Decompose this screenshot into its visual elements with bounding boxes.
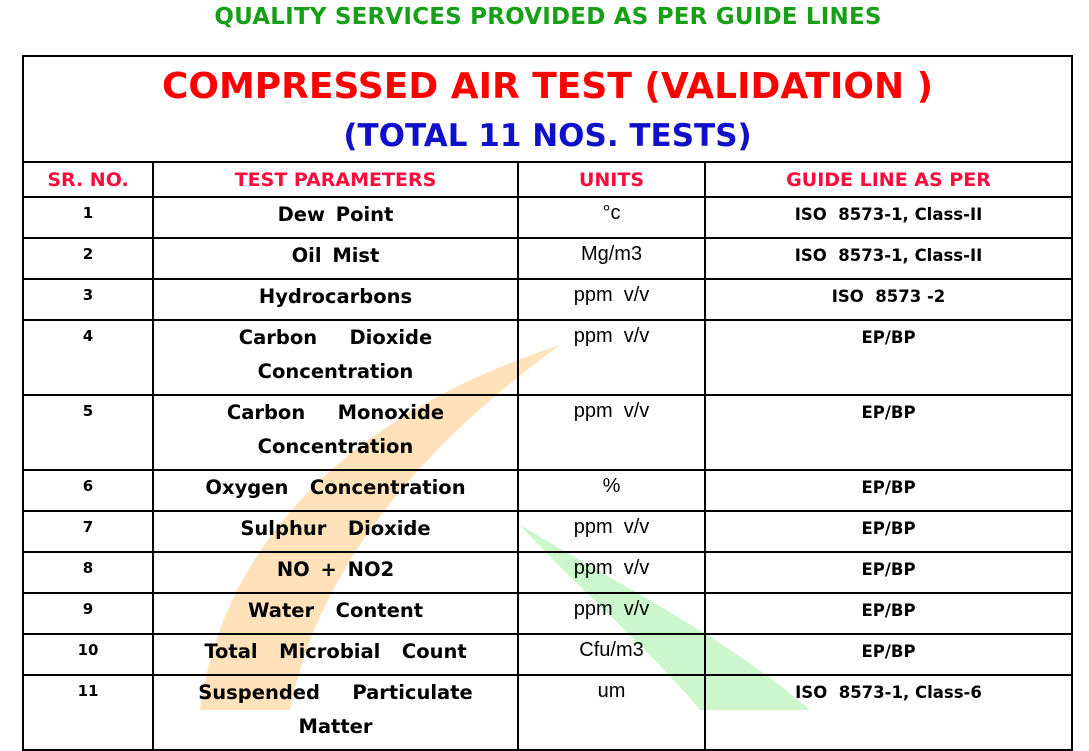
- units-cell: ppm v/v: [517, 278, 706, 321]
- units-cell: ppm v/v: [517, 551, 706, 594]
- sr-no-cell: 8: [22, 551, 154, 594]
- title-cell: COMPRESSED AIR TEST (VALIDATION ) (TOTAL…: [21, 55, 1074, 163]
- guide-line-cell: EP/BP: [703, 551, 1074, 594]
- units-cell: ppm v/v: [517, 319, 706, 396]
- test-parameter-cell: Carbon Dioxide Concentration: [152, 319, 519, 396]
- test-parameter-cell: Suspended Particulate Matter: [152, 674, 519, 751]
- sr-no-cell: 9: [22, 592, 154, 635]
- sr-no-cell: 11: [22, 674, 154, 751]
- test-parameter-cell: Dew Point: [152, 196, 519, 239]
- guide-line-cell: EP/BP: [703, 319, 1074, 396]
- table-row: 5 Carbon Monoxide Concentration ppm v/v EP/B…: [22, 394, 1074, 471]
- units-cell: ppm v/v: [517, 394, 706, 471]
- table-row: 7 Sulphur Dioxide ppm v/v EP/BP: [22, 510, 1074, 553]
- test-parameter-line: Carbon Monoxide: [226, 401, 445, 424]
- table-row: 10 Total Microbial Count Cfu/m3 EP/BP: [22, 633, 1074, 676]
- test-parameter-cell: Oil Mist: [152, 237, 519, 280]
- test-parameter-cell: Sulphur Dioxide: [152, 510, 519, 553]
- table-row: 9 Water Content ppm v/v EP/BP: [22, 592, 1074, 635]
- test-parameter-line: Oil Mist: [291, 244, 380, 267]
- guide-line-cell: EP/BP: [703, 633, 1074, 676]
- sr-no-cell: 6: [22, 469, 154, 512]
- test-parameter-cell: Water Content: [152, 592, 519, 635]
- guide-line-cell: EP/BP: [703, 394, 1074, 471]
- test-parameter-line: Water Content: [247, 599, 424, 622]
- test-parameter-line: Suspended Particulate: [198, 681, 473, 704]
- sr-no-cell: 3: [22, 278, 154, 321]
- sr-no-cell: 1: [22, 196, 154, 239]
- table-row: 8 NO + NO2 ppm v/v EP/BP: [22, 551, 1074, 594]
- table-row: 6 Oxygen Concentration% EP/BP: [22, 469, 1074, 512]
- guide-line-cell: EP/BP: [703, 592, 1074, 635]
- test-parameter-cell: Hydrocarbons: [152, 278, 519, 321]
- units-cell: ppm v/v: [517, 592, 706, 635]
- table-row: 1 Dew Point °c ISO 8573-1, Class-II: [22, 196, 1074, 239]
- guide-line-cell: ISO 8573-1, Class-II: [703, 237, 1074, 280]
- guide-line-cell: EP/BP: [703, 510, 1074, 553]
- sr-no-cell: 5: [22, 394, 154, 471]
- column-header-sr-no: SR. NO.: [22, 161, 154, 198]
- units-cell: Cfu/m3: [517, 633, 706, 676]
- table-row: 11 Suspended Particulate Matter um ISO 8573-…: [22, 674, 1074, 751]
- test-parameter-line: Matter: [298, 715, 373, 738]
- guide-line-cell: ISO 8573-1, Class-II: [703, 196, 1074, 239]
- test-parameter-cell: Carbon Monoxide Concentration: [152, 394, 519, 471]
- test-parameter-line: Hydrocarbons: [258, 285, 413, 308]
- test-parameter-line: NO + NO2: [276, 558, 395, 581]
- guide-line-cell: ISO 8573 -2: [703, 278, 1074, 321]
- test-parameter-line: Dew Point: [277, 203, 394, 226]
- guide-line-cell: ISO 8573-1, Class-6: [703, 674, 1074, 751]
- sr-no-cell: 4: [22, 319, 154, 396]
- compressed-air-test-table: COMPRESSED AIR TEST (VALIDATION ) (TOTAL…: [21, 55, 1074, 751]
- table-row: 4 Carbon Dioxide Concentration ppm v/v EP/BP: [22, 319, 1074, 396]
- test-parameter-cell: NO + NO2: [152, 551, 519, 594]
- sr-no-cell: 2: [22, 237, 154, 280]
- units-cell: %: [517, 469, 706, 512]
- sr-no-cell: 10: [22, 633, 154, 676]
- test-parameter-line: Total Microbial Count: [204, 640, 467, 663]
- table-subtitle: (TOTAL 11 NOS. TESTS): [343, 118, 752, 154]
- page-heading: QUALITY SERVICES PROVIDED AS PER GUIDE L…: [214, 4, 882, 30]
- table-title: COMPRESSED AIR TEST (VALIDATION ): [161, 66, 934, 107]
- column-header-test-parameters: TEST PARAMETERS: [152, 161, 519, 198]
- test-parameter-line: Carbon Dioxide: [238, 326, 433, 349]
- table-row: 3 Hydrocarbons ppm v/v ISO 8573 -2: [22, 278, 1074, 321]
- units-cell: °c: [517, 196, 706, 239]
- column-header-units: UNITS: [517, 161, 706, 198]
- column-header-guide-line: GUIDE LINE AS PER: [703, 161, 1074, 198]
- test-parameter-cell: Oxygen Concentration: [152, 469, 519, 512]
- units-cell: ppm v/v: [517, 510, 706, 553]
- test-parameter-line: Concentration: [257, 360, 414, 383]
- guide-line-cell: EP/BP: [703, 469, 1074, 512]
- units-cell: Mg/m3: [517, 237, 706, 280]
- test-parameter-line: Concentration: [257, 435, 414, 458]
- column-header-row: SR. NO. TEST PARAMETERS UNITS GUIDE LINE…: [22, 161, 1074, 198]
- units-cell: um: [517, 674, 706, 751]
- test-parameter-cell: Total Microbial Count: [152, 633, 519, 676]
- test-parameter-line: Sulphur Dioxide: [240, 517, 431, 540]
- sr-no-cell: 7: [22, 510, 154, 553]
- table-row: 2 Oil Mist Mg/m3 ISO 8573-1, Class-II: [22, 237, 1074, 280]
- test-parameter-line: Oxygen Concentration: [205, 476, 466, 499]
